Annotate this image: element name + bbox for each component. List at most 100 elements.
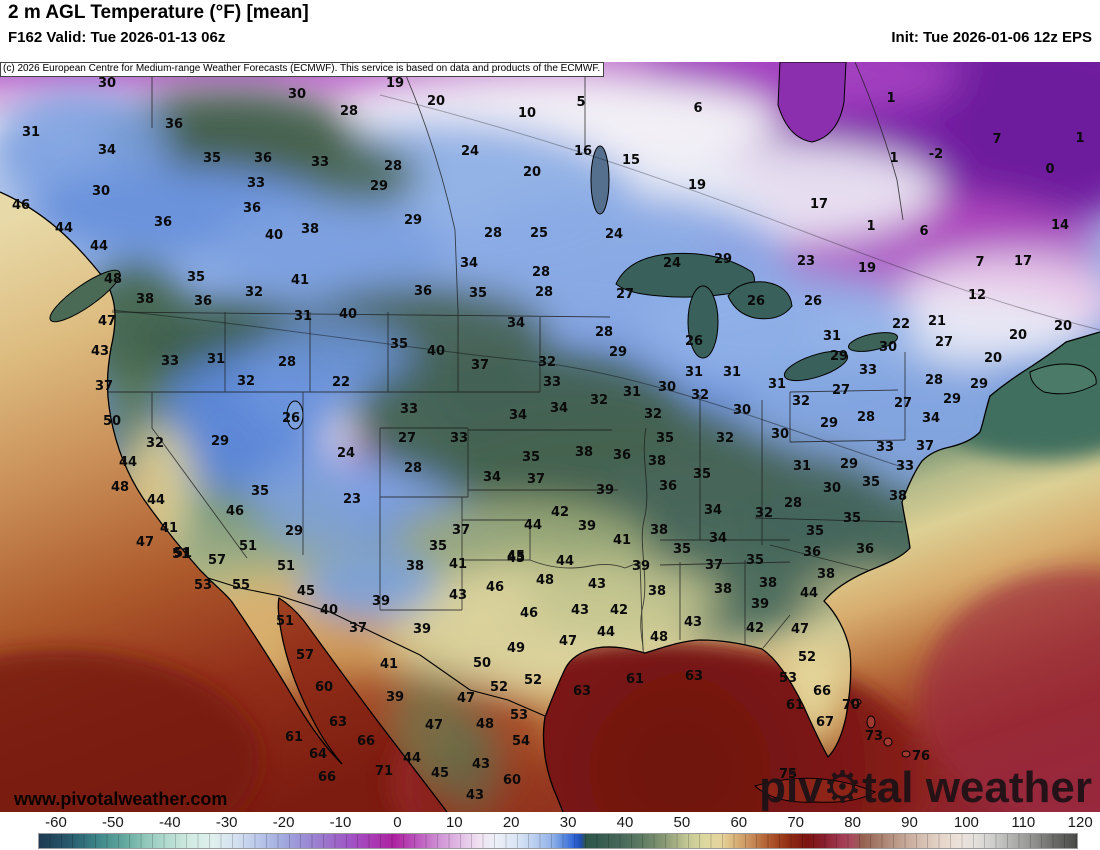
watermark-url: www.pivotalweather.com	[14, 789, 228, 809]
temp-value-label: 41	[291, 273, 309, 288]
temp-value-label: 39	[413, 622, 431, 637]
temp-value-label: 15	[622, 153, 640, 168]
temp-value-label: 28	[278, 355, 296, 370]
init-time: Init: Tue 2026-01-06 12z EPS	[891, 29, 1092, 46]
colorbar-tick: -50	[102, 814, 124, 831]
temp-value-label: 28	[404, 461, 422, 476]
temp-value-label: 33	[450, 431, 468, 446]
temp-value-label: 35	[806, 524, 824, 539]
temp-value-label: 32	[755, 506, 773, 521]
temp-value-label: 44	[800, 586, 818, 601]
bahamas-island	[866, 715, 876, 729]
temp-value-label: 22	[892, 317, 910, 332]
temp-value-label: 23	[343, 492, 361, 507]
lake-winnipeg	[590, 145, 610, 215]
temp-value-label: 38	[301, 222, 319, 237]
temp-value-label: 34	[704, 503, 722, 518]
temp-value-label: 19	[386, 76, 404, 91]
temp-value-label: 53	[510, 708, 528, 723]
temp-value-label: 31	[723, 365, 741, 380]
temp-value-label: 32	[792, 394, 810, 409]
colorbar-tick: 110	[1011, 814, 1036, 831]
temp-value-label: 0	[1045, 162, 1054, 177]
temperature-colorbar	[38, 833, 1078, 849]
temp-value-label: 17	[810, 197, 828, 212]
temp-value-label: 38	[136, 292, 154, 307]
temp-value-label: 6	[919, 224, 928, 239]
temp-value-label: 46	[12, 198, 30, 213]
colorbar-tick: 10	[445, 814, 463, 831]
temp-value-label: 53	[779, 671, 797, 686]
temperature-field-blobs	[0, 62, 1100, 812]
temp-value-label: 16	[574, 144, 592, 159]
temp-value-label: 38	[406, 559, 424, 574]
colorbar-tick: 20	[502, 814, 520, 831]
temp-value-label: 29	[820, 416, 838, 431]
temp-value-label: 38	[759, 576, 777, 591]
temp-value-label: 28	[784, 496, 802, 511]
temp-value-label: 43	[449, 588, 467, 603]
colorbar-tick: 50	[673, 814, 691, 831]
temp-value-label: 29	[404, 213, 422, 228]
colorbar-tick: -20	[272, 814, 295, 831]
temp-value-label: 46	[226, 504, 244, 519]
temp-value-label: 29	[370, 179, 388, 194]
temp-value-label: 10	[518, 106, 536, 121]
temp-value-label: 51	[172, 547, 190, 562]
temp-value-label: 20	[523, 165, 541, 180]
temp-value-label: 52	[798, 650, 816, 665]
temp-value-label: 35	[251, 484, 269, 499]
temp-value-label: 66	[318, 770, 336, 785]
temp-value-label: 33	[543, 375, 561, 390]
temp-value-label: 29	[970, 377, 988, 392]
temp-value-label: 32	[716, 431, 734, 446]
temp-value-label: 61	[626, 672, 644, 687]
temp-value-label: 5	[576, 95, 585, 110]
temp-value-label: 24	[605, 227, 623, 242]
temp-value-label: 32	[590, 393, 608, 408]
temp-value-label: 24	[663, 256, 681, 271]
temp-value-label: 31	[22, 125, 40, 140]
temp-value-label: 36	[414, 284, 432, 299]
temp-value-label: 52	[490, 680, 508, 695]
temp-value-label: 32	[644, 407, 662, 422]
water-features	[49, 62, 1097, 803]
temp-value-label: 38	[648, 454, 666, 469]
temp-value-label: 66	[813, 684, 831, 699]
lake-superior	[615, 252, 756, 298]
temp-value-label: 44	[119, 455, 137, 470]
temp-value-label: 37	[452, 523, 470, 538]
temp-value-label: 28	[532, 265, 550, 280]
temp-value-label: 20	[427, 94, 445, 109]
temp-value-label: 73	[865, 729, 883, 744]
temp-value-label: 35	[390, 337, 408, 352]
temp-value-label: 43	[684, 615, 702, 630]
temp-value-label: 39	[386, 690, 404, 705]
temp-value-label: 43	[571, 603, 589, 618]
temp-value-label: 57	[208, 553, 226, 568]
temp-value-label: 38	[648, 584, 666, 599]
temp-value-label: 26	[747, 294, 765, 309]
temp-value-label: 36	[243, 201, 261, 216]
colorbar-tick: -10	[329, 814, 352, 831]
temp-value-label: 29	[840, 457, 858, 472]
temp-value-label: 42	[551, 505, 569, 520]
lake-huron	[727, 281, 793, 320]
temp-value-label: 31	[823, 329, 841, 344]
temp-value-label: 28	[535, 285, 553, 300]
temp-value-label: 25	[530, 226, 548, 241]
temp-value-label: 30	[823, 481, 841, 496]
temp-value-label: 55	[232, 578, 250, 593]
temp-value-label: 30	[288, 87, 306, 102]
temp-value-label: 28	[857, 410, 875, 425]
temp-value-label: 35	[693, 467, 711, 482]
temp-value-label: 63	[329, 715, 347, 730]
temp-value-label: 29	[943, 392, 961, 407]
temp-value-label: 48	[650, 630, 668, 645]
vancouver-island	[49, 269, 121, 323]
temp-value-label: 45	[507, 551, 525, 566]
temp-value-label: 35	[843, 511, 861, 526]
temp-value-label: 60	[503, 773, 521, 788]
